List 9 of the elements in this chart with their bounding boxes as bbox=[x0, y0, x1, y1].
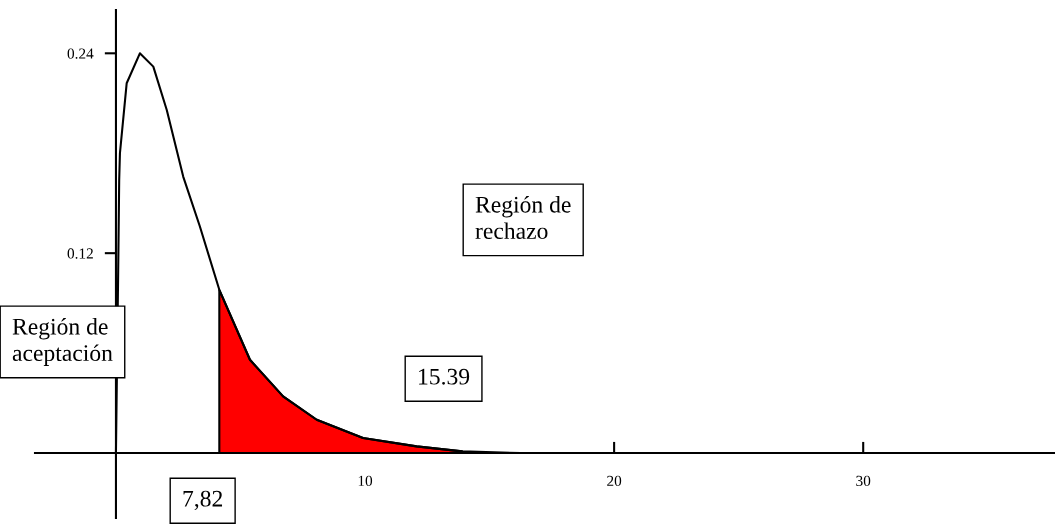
annotation: 15.39 bbox=[419, 368, 470, 385]
annotation: Región de rechazo bbox=[475, 196, 571, 240]
x-tick-label: 30 bbox=[856, 475, 871, 487]
x-tick-label: 20 bbox=[607, 475, 622, 487]
x-tick-label: 10 bbox=[358, 475, 373, 487]
annotation: Región de aceptación bbox=[12, 318, 113, 366]
y-tick-label: 0.12 bbox=[67, 248, 93, 259]
y-tick-label: 0.24 bbox=[67, 48, 94, 59]
annotation: 7,82 bbox=[183, 490, 223, 511]
